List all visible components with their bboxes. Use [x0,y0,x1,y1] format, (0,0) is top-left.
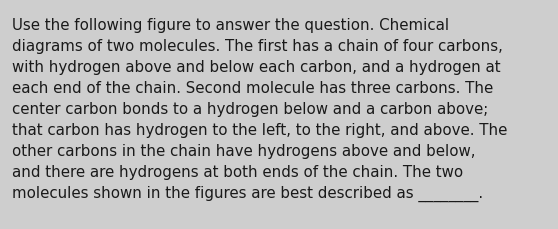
Text: center carbon bonds to a hydrogen below and a carbon above;: center carbon bonds to a hydrogen below … [12,101,488,117]
Text: Use the following figure to answer the question. Chemical: Use the following figure to answer the q… [12,18,449,33]
Text: and there are hydrogens at both ends of the chain. The two: and there are hydrogens at both ends of … [12,164,463,179]
Text: with hydrogen above and below each carbon, and a hydrogen at: with hydrogen above and below each carbo… [12,60,501,75]
Text: each end of the chain. Second molecule has three carbons. The: each end of the chain. Second molecule h… [12,81,493,95]
Text: molecules shown in the figures are best described as ________.: molecules shown in the figures are best … [12,185,483,201]
Text: diagrams of two molecules. The first has a chain of four carbons,: diagrams of two molecules. The first has… [12,39,503,54]
Text: other carbons in the chain have hydrogens above and below,: other carbons in the chain have hydrogen… [12,143,475,158]
Text: that carbon has hydrogen to the left, to the right, and above. The: that carbon has hydrogen to the left, to… [12,123,507,137]
